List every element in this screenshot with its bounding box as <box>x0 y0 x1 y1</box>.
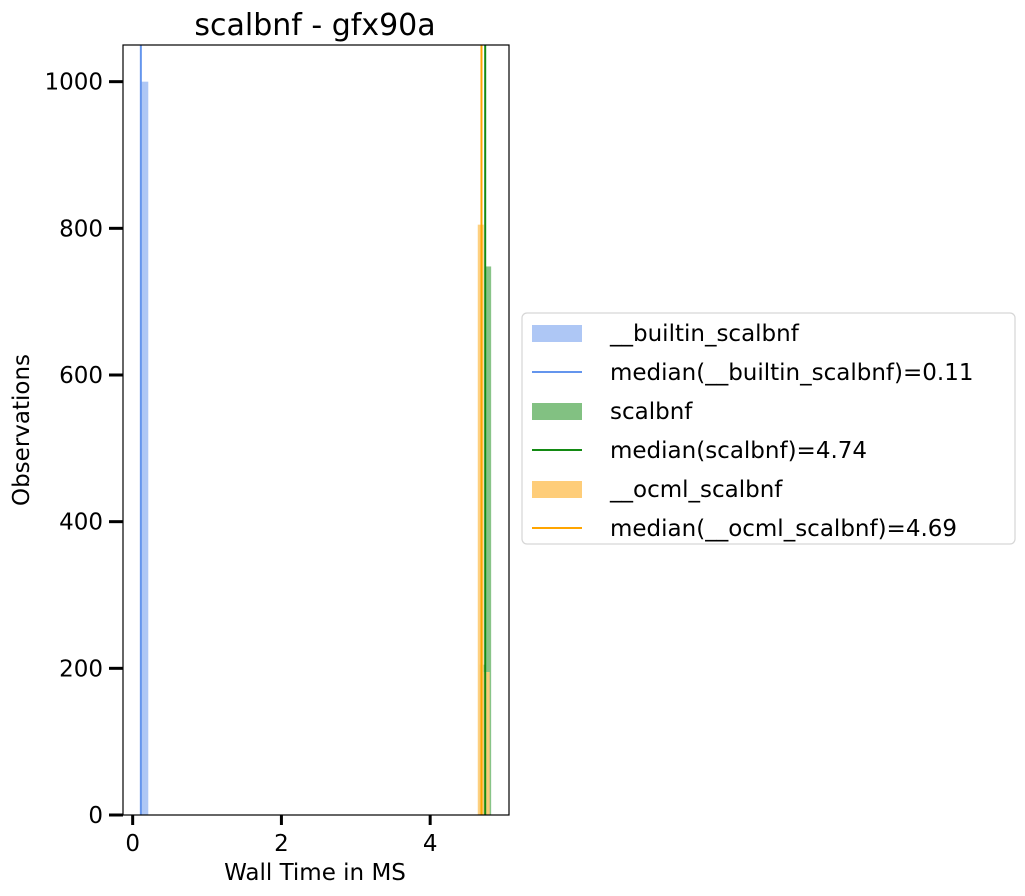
legend-label-5: median(__ocml_scalbnf)=4.69 <box>610 516 957 542</box>
y-tick-label: 200 <box>59 656 103 682</box>
bar-builtinscalbnf-0 <box>140 81 149 815</box>
median-lines <box>139 45 487 815</box>
bar-ocmlscalbnf-1 <box>483 672 490 815</box>
legend-swatch-4 <box>532 481 582 498</box>
y-axis-label: Observations <box>9 354 35 506</box>
legend-label-0: __builtin_scalbnf <box>609 321 800 347</box>
y-tick-label: 400 <box>59 510 103 536</box>
legend: __builtin_scalbnf median(__builtin_scalbn… <box>521 312 1016 545</box>
y-tick-label: 600 <box>59 363 103 389</box>
chart-title: scalbnf - gfx90a <box>194 8 435 43</box>
x-axis-label: Wall Time in MS <box>224 860 406 886</box>
legend-label-1: median(__builtin_scalbnf)=0.11 <box>610 360 973 386</box>
legend-swatch-0 <box>532 325 582 342</box>
y-axis-ticks: 0 200 400 600 800 1000 <box>44 70 123 829</box>
y-tick-label: 1000 <box>44 70 103 96</box>
legend-frame <box>521 312 1016 545</box>
histogram-bars <box>140 81 492 815</box>
x-axis-ticks: 0 2 4 <box>125 815 437 857</box>
bar-scalbnf-1 <box>485 266 492 815</box>
x-tick-label: 4 <box>423 831 438 857</box>
legend-label-4: __ocml_scalbnf <box>609 477 783 503</box>
x-tick-label: 2 <box>274 831 289 857</box>
plot-frame <box>122 44 510 816</box>
x-tick-label: 0 <box>125 831 140 857</box>
legend-swatch-2 <box>532 403 582 420</box>
y-tick-label: 0 <box>88 803 103 829</box>
y-tick-label: 800 <box>59 216 103 242</box>
legend-label-2: scalbnf <box>610 399 693 425</box>
legend-label-3: median(scalbnf)=4.74 <box>610 438 867 464</box>
